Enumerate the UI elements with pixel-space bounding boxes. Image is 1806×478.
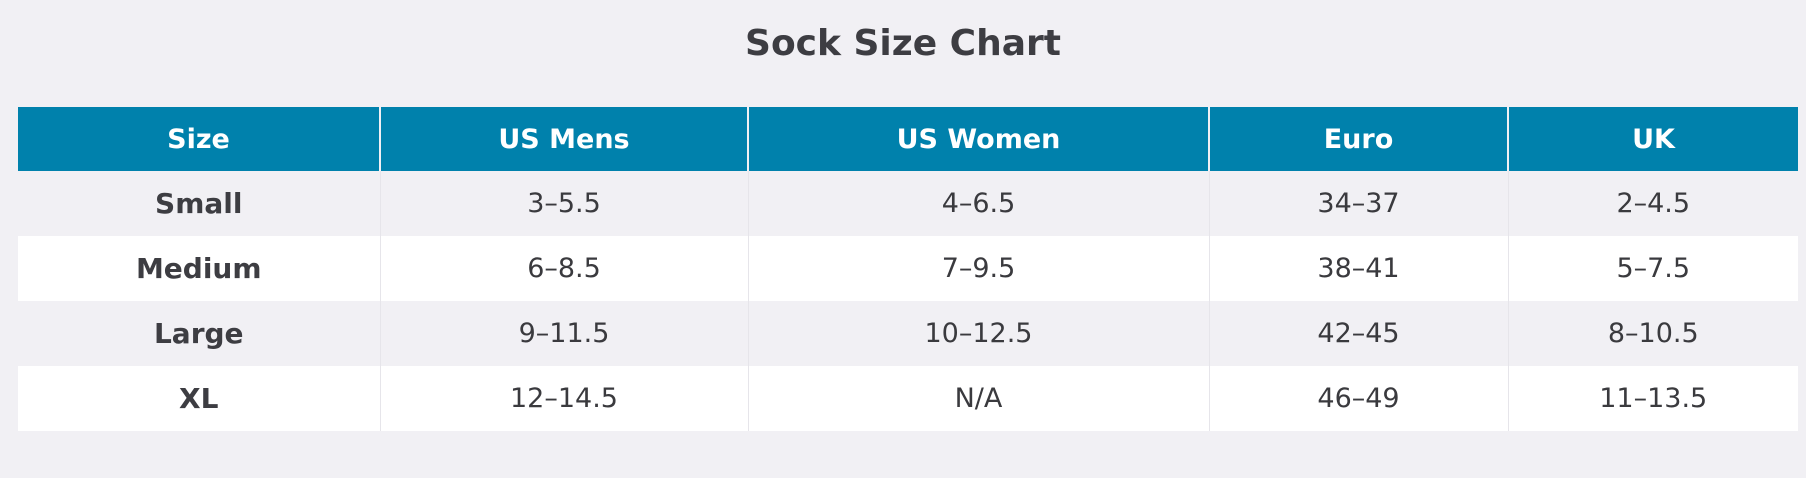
table-row: Medium 6–8.5 7–9.5 38–41 5–7.5: [18, 236, 1798, 301]
header-cell-euro: Euro: [1209, 107, 1509, 171]
size-label: XL: [18, 366, 381, 431]
header-cell-us-women: US Women: [748, 107, 1210, 171]
uk-cell: 8–10.5: [1508, 301, 1798, 366]
size-label: Small: [18, 171, 381, 236]
header-row: Size US Mens US Women Euro UK: [18, 107, 1798, 171]
euro-cell: 34–37: [1209, 171, 1509, 236]
us-mens-cell: 6–8.5: [380, 236, 749, 301]
size-label: Large: [18, 301, 381, 366]
us-mens-cell: 12–14.5: [380, 366, 749, 431]
us-women-cell: N/A: [748, 366, 1210, 431]
us-mens-cell: 9–11.5: [380, 301, 749, 366]
header-cell-uk: UK: [1508, 107, 1798, 171]
table-row: Large 9–11.5 10–12.5 42–45 8–10.5: [18, 301, 1798, 366]
header-cell-us-mens: US Mens: [380, 107, 749, 171]
header-cell-size: Size: [18, 107, 381, 171]
us-women-cell: 4–6.5: [748, 171, 1210, 236]
us-mens-cell: 3–5.5: [380, 171, 749, 236]
us-women-cell: 10–12.5: [748, 301, 1210, 366]
uk-cell: 2–4.5: [1508, 171, 1798, 236]
us-women-cell: 7–9.5: [748, 236, 1210, 301]
uk-cell: 11–13.5: [1508, 366, 1798, 431]
size-label: Medium: [18, 236, 381, 301]
table-row: XL 12–14.5 N/A 46–49 11–13.5: [18, 366, 1798, 431]
size-chart-table: Size US Mens US Women Euro UK Small 3–5.…: [18, 107, 1798, 431]
euro-cell: 38–41: [1209, 236, 1509, 301]
euro-cell: 42–45: [1209, 301, 1509, 366]
page-title: Sock Size Chart: [745, 23, 1061, 64]
euro-cell: 46–49: [1209, 366, 1509, 431]
uk-cell: 5–7.5: [1508, 236, 1798, 301]
table-row: Small 3–5.5 4–6.5 34–37 2–4.5: [18, 171, 1798, 236]
